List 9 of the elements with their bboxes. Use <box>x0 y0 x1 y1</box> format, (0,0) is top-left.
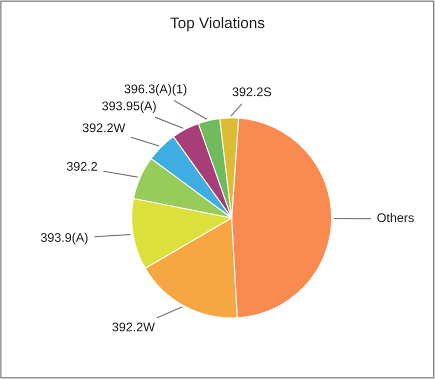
slice-label: Others <box>377 212 414 222</box>
slice-label: 392.2W <box>82 123 126 132</box>
slice-label: 396.3(A)(1) <box>124 84 186 96</box>
slice-label: 392.2 <box>66 162 97 171</box>
slice-label: 393.95(A) <box>102 101 156 113</box>
slice-label: 392.2W <box>112 322 155 332</box>
chart-title: Top Violations <box>170 17 264 32</box>
slice-label: 392.2S <box>232 87 272 96</box>
slice-label: 393.9(A) <box>40 232 88 244</box>
